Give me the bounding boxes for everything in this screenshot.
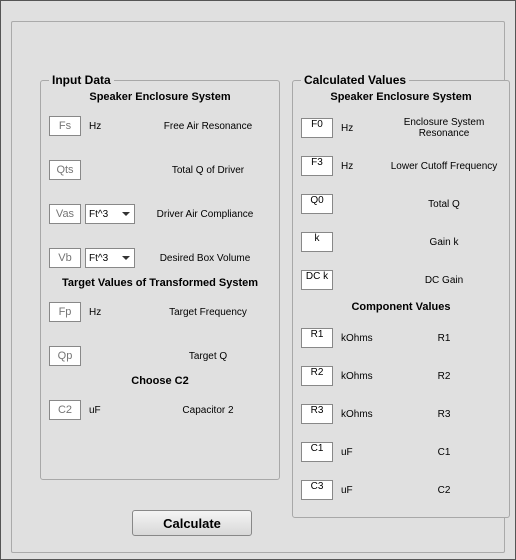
calc-legend: Calculated Values bbox=[301, 73, 409, 87]
row-qp: Target Q bbox=[41, 339, 279, 373]
f3-unit: Hz bbox=[335, 161, 385, 172]
r3-output: R3 bbox=[301, 404, 333, 424]
input-section-1: Speaker Enclosure System bbox=[41, 91, 279, 103]
vas-unit-select[interactable]: Ft^3 bbox=[85, 204, 135, 224]
row-c3: C3uFC2 bbox=[293, 471, 509, 509]
c3-output: C3 bbox=[301, 480, 333, 500]
fs-unit: Hz bbox=[83, 121, 143, 132]
r2-unit: kOhms bbox=[335, 371, 385, 382]
c2-input[interactable] bbox=[49, 400, 81, 420]
vas-input[interactable] bbox=[49, 204, 81, 224]
c2-desc: Capacitor 2 bbox=[143, 405, 273, 416]
calculate-button[interactable]: Calculate bbox=[132, 510, 252, 536]
row-qts: Total Q of Driver bbox=[41, 153, 279, 187]
input-section-3: Choose C2 bbox=[41, 375, 279, 387]
fp-input[interactable] bbox=[49, 302, 81, 322]
input-section-2: Target Values of Transformed System bbox=[41, 277, 279, 289]
f3-desc: Lower Cutoff Frequency bbox=[385, 161, 503, 172]
row-f0: F0HzEnclosure System Resonance bbox=[293, 109, 509, 147]
qp-input[interactable] bbox=[49, 346, 81, 366]
qts-input[interactable] bbox=[49, 160, 81, 180]
fs-desc: Free Air Resonance bbox=[143, 121, 273, 132]
dck-output: DC k bbox=[301, 270, 333, 290]
row-vas: Ft^3Driver Air Compliance bbox=[41, 197, 279, 231]
row-r1: R1kOhmsR1 bbox=[293, 319, 509, 357]
row-fs: HzFree Air Resonance bbox=[41, 109, 279, 143]
c1-unit: uF bbox=[335, 447, 385, 458]
vb-desc: Desired Box Volume bbox=[137, 253, 273, 264]
c1-output: C1 bbox=[301, 442, 333, 462]
r2-output: R2 bbox=[301, 366, 333, 386]
input-legend: Input Data bbox=[49, 73, 114, 87]
dck-desc: DC Gain bbox=[385, 275, 503, 286]
row-fp: HzTarget Frequency bbox=[41, 295, 279, 329]
fp-unit: Hz bbox=[83, 307, 143, 318]
row-k: k Gain k bbox=[293, 223, 509, 261]
c2-unit: uF bbox=[83, 405, 143, 416]
f0-unit: Hz bbox=[335, 123, 385, 134]
vas-desc: Driver Air Compliance bbox=[137, 209, 273, 220]
row-c2: uFCapacitor 2 bbox=[41, 393, 279, 427]
row-r2: R2kOhmsR2 bbox=[293, 357, 509, 395]
f0-desc: Enclosure System Resonance bbox=[385, 117, 503, 139]
vb-input[interactable] bbox=[49, 248, 81, 268]
q0-desc: Total Q bbox=[385, 199, 503, 210]
vb-unit-select[interactable]: Ft^3 bbox=[85, 248, 135, 268]
r1-desc: R1 bbox=[385, 333, 503, 344]
row-r3: R3kOhmsR3 bbox=[293, 395, 509, 433]
row-q0: Q0 Total Q bbox=[293, 185, 509, 223]
calc-fieldset: Calculated Values Speaker Enclosure Syst… bbox=[292, 80, 510, 518]
f0-output: F0 bbox=[301, 118, 333, 138]
qp-desc: Target Q bbox=[143, 351, 273, 362]
c3-desc: C2 bbox=[385, 485, 503, 496]
r1-unit: kOhms bbox=[335, 333, 385, 344]
calc-section-2: Component Values bbox=[293, 301, 509, 313]
calc-section-1: Speaker Enclosure System bbox=[293, 91, 509, 103]
k-desc: Gain k bbox=[385, 237, 503, 248]
panel-border: Input Data Speaker Enclosure System HzFr… bbox=[11, 21, 505, 553]
row-dck: DC k DC Gain bbox=[293, 261, 509, 299]
row-f3: F3HzLower Cutoff Frequency bbox=[293, 147, 509, 185]
qts-desc: Total Q of Driver bbox=[143, 165, 273, 176]
r1-output: R1 bbox=[301, 328, 333, 348]
c1-desc: C1 bbox=[385, 447, 503, 458]
app-window: Input Data Speaker Enclosure System HzFr… bbox=[0, 0, 516, 560]
f3-output: F3 bbox=[301, 156, 333, 176]
row-vb: Ft^3Desired Box Volume bbox=[41, 241, 279, 275]
r2-desc: R2 bbox=[385, 371, 503, 382]
fp-desc: Target Frequency bbox=[143, 307, 273, 318]
r3-unit: kOhms bbox=[335, 409, 385, 420]
input-fieldset: Input Data Speaker Enclosure System HzFr… bbox=[40, 80, 280, 480]
c3-unit: uF bbox=[335, 485, 385, 496]
k-output: k bbox=[301, 232, 333, 252]
fs-input[interactable] bbox=[49, 116, 81, 136]
r3-desc: R3 bbox=[385, 409, 503, 420]
row-c1: C1uFC1 bbox=[293, 433, 509, 471]
q0-output: Q0 bbox=[301, 194, 333, 214]
